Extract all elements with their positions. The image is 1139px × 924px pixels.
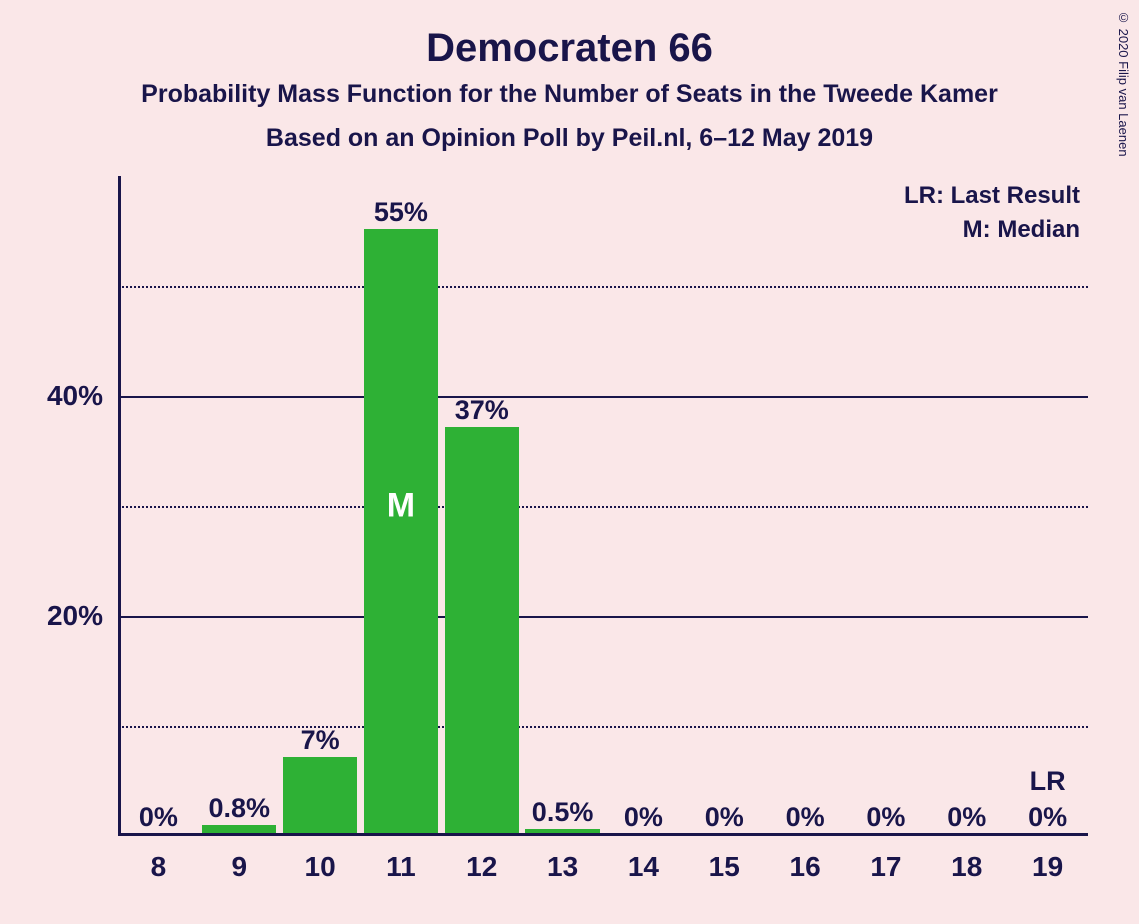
chart-title: Democraten 66: [0, 26, 1139, 71]
x-tick-label: 13: [547, 851, 578, 883]
x-tick-label: 11: [386, 851, 416, 883]
x-tick-label: 10: [305, 851, 336, 883]
bar-value-label: 0.8%: [208, 793, 270, 824]
y-tick-label: 20%: [47, 600, 103, 632]
bar-value-label: 0%: [1028, 802, 1067, 833]
x-tick-label: 9: [231, 851, 247, 883]
chart-subtitle-1: Probability Mass Function for the Number…: [0, 80, 1139, 109]
bar-value-label: 55%: [374, 197, 428, 228]
y-axis: [118, 176, 121, 836]
bar-value-label: 0%: [624, 802, 663, 833]
grid-major: [118, 616, 1088, 618]
bar: [283, 757, 357, 834]
bar-value-label: 0%: [139, 802, 178, 833]
grid-minor: [118, 506, 1088, 508]
x-tick-label: 14: [628, 851, 659, 883]
bar-value-label: 0%: [705, 802, 744, 833]
chart-subtitle-2: Based on an Opinion Poll by Peil.nl, 6–1…: [0, 124, 1139, 153]
bar-value-label: 0%: [947, 802, 986, 833]
bar-value-label: 0%: [866, 802, 905, 833]
x-tick-label: 17: [870, 851, 901, 883]
legend-lr: LR: Last Result: [904, 182, 1080, 210]
x-tick-label: 18: [951, 851, 982, 883]
x-tick-label: 16: [790, 851, 821, 883]
bar: [445, 427, 519, 834]
chart-legend: LR: Last Result M: Median: [904, 182, 1080, 250]
bar-value-label: 7%: [301, 725, 340, 756]
pmf-bar-chart: 20%40%0%80.8%97%1055%1137%120.5%130%140%…: [118, 176, 1088, 836]
x-tick-label: 15: [709, 851, 740, 883]
x-tick-label: 12: [466, 851, 497, 883]
grid-minor: [118, 286, 1088, 288]
x-tick-label: 19: [1032, 851, 1063, 883]
copyright-text: © 2020 Filip van Laenen: [1116, 10, 1131, 157]
grid-minor: [118, 726, 1088, 728]
grid-major: [118, 396, 1088, 398]
y-tick-label: 40%: [47, 380, 103, 412]
bar-value-label: 37%: [455, 395, 509, 426]
bar-value-label: 0%: [786, 802, 825, 833]
bar: [364, 229, 438, 834]
legend-m: M: Median: [904, 216, 1080, 244]
bar-value-label: 0.5%: [532, 797, 594, 828]
lr-marker: LR: [1030, 766, 1066, 797]
x-tick-label: 8: [151, 851, 167, 883]
median-marker: M: [387, 487, 415, 526]
x-axis: [118, 833, 1088, 836]
